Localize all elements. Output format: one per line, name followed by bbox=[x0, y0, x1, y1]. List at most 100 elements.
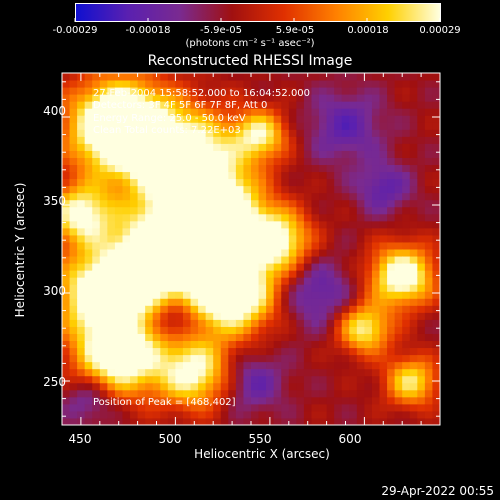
heatmap-cell bbox=[69, 249, 78, 257]
heatmap-cell bbox=[152, 340, 161, 349]
heatmap-cell bbox=[402, 227, 411, 236]
heatmap-cell bbox=[251, 150, 260, 158]
heatmap-cell bbox=[220, 277, 229, 285]
heatmap-cell bbox=[394, 417, 403, 426]
heatmap-cell bbox=[62, 164, 71, 173]
heatmap-cell bbox=[145, 361, 154, 370]
heatmap-cell bbox=[213, 192, 222, 201]
heatmap-cell bbox=[394, 375, 403, 384]
heatmap-cell bbox=[371, 122, 381, 130]
heatmap-cell bbox=[341, 368, 350, 377]
heatmap-cell bbox=[364, 136, 373, 144]
heatmap-cell bbox=[288, 199, 297, 208]
heatmap-cell bbox=[190, 234, 199, 243]
heatmap-cell bbox=[92, 291, 101, 299]
heatmap-cell bbox=[77, 101, 86, 109]
heatmap-cell bbox=[409, 206, 418, 215]
heatmap-cell bbox=[107, 410, 116, 419]
heatmap-cell bbox=[364, 213, 373, 222]
heatmap-cell bbox=[92, 108, 101, 116]
heatmap-cell bbox=[356, 256, 365, 264]
heatmap-cell bbox=[130, 368, 139, 377]
heatmap-cell bbox=[356, 94, 365, 102]
heatmap-cell bbox=[243, 256, 252, 264]
heatmap-cell bbox=[288, 326, 297, 334]
heatmap-cell bbox=[114, 312, 123, 320]
heatmap-cell bbox=[387, 417, 396, 426]
heatmap-cell bbox=[311, 284, 320, 292]
heatmap-cell bbox=[99, 192, 108, 201]
heatmap-cell bbox=[273, 122, 282, 130]
heatmap-cell bbox=[417, 87, 426, 95]
heatmap-cell bbox=[160, 312, 169, 320]
heatmap-cell bbox=[182, 333, 192, 342]
heatmap-cell bbox=[84, 319, 93, 327]
heatmap-cell bbox=[122, 192, 131, 201]
heatmap-cell bbox=[69, 143, 78, 151]
heatmap-cell bbox=[394, 291, 403, 299]
heatmap-cell bbox=[122, 277, 131, 285]
heatmap-cell bbox=[394, 178, 403, 187]
heatmap-cell bbox=[243, 178, 252, 187]
heatmap-cell bbox=[99, 129, 108, 137]
heatmap-cell bbox=[137, 227, 146, 236]
heatmap-cell bbox=[311, 108, 320, 116]
heatmap-cell bbox=[122, 108, 131, 116]
heatmap-cell bbox=[432, 213, 441, 222]
heatmap-cell bbox=[107, 108, 116, 116]
heatmap-cell bbox=[281, 122, 290, 130]
heatmap-cell bbox=[122, 157, 131, 166]
heatmap-cell bbox=[281, 199, 290, 208]
heatmap-cell bbox=[394, 227, 403, 236]
heatmap-cell bbox=[364, 227, 373, 236]
heatmap-cell bbox=[349, 101, 358, 109]
heatmap-cell bbox=[190, 164, 199, 173]
heatmap-cell bbox=[182, 241, 192, 250]
heatmap-cell bbox=[258, 94, 267, 102]
heatmap-cell bbox=[122, 213, 131, 222]
heatmap-cell bbox=[266, 361, 275, 370]
heatmap-cell bbox=[182, 143, 192, 151]
heatmap-cell bbox=[198, 312, 207, 320]
heatmap-cell bbox=[417, 277, 426, 285]
heatmap-cell bbox=[77, 150, 86, 158]
heatmap-cell bbox=[258, 136, 267, 144]
heatmap-cell bbox=[107, 319, 116, 327]
heatmap-cell bbox=[288, 340, 297, 349]
heatmap-cell bbox=[205, 80, 214, 88]
heatmap-cell bbox=[273, 333, 282, 342]
heatmap-cell bbox=[235, 249, 244, 257]
heatmap-cell bbox=[69, 410, 78, 419]
heatmap-cell bbox=[198, 115, 207, 123]
heatmap-cell bbox=[409, 368, 418, 377]
heatmap-cell bbox=[213, 220, 222, 229]
heatmap-cell bbox=[394, 108, 403, 116]
heatmap-cell bbox=[394, 284, 403, 292]
heatmap-cell bbox=[417, 312, 426, 320]
heatmap-cell bbox=[220, 361, 229, 370]
heatmap-cell bbox=[228, 206, 237, 215]
heatmap-cell bbox=[145, 291, 154, 299]
heatmap-cell bbox=[137, 277, 146, 285]
heatmap-cell bbox=[228, 319, 237, 327]
heatmap-cell bbox=[394, 305, 403, 313]
heatmap-cell bbox=[417, 108, 426, 116]
heatmap-cell bbox=[303, 361, 312, 370]
heatmap-cell bbox=[402, 164, 411, 173]
heatmap-cell bbox=[356, 101, 365, 109]
heatmap-cell bbox=[62, 375, 71, 384]
heatmap-cell bbox=[69, 403, 78, 412]
heatmap-cell bbox=[228, 115, 237, 123]
heatmap-cell bbox=[137, 136, 146, 144]
heatmap-cell bbox=[107, 164, 116, 173]
heatmap-cell bbox=[432, 101, 441, 109]
heatmap-cell bbox=[251, 199, 260, 208]
heatmap-cell bbox=[122, 340, 131, 349]
heatmap-cell bbox=[281, 340, 290, 349]
heatmap-cell bbox=[243, 298, 252, 306]
heatmap-cell bbox=[288, 157, 297, 166]
heatmap-cell bbox=[243, 396, 252, 405]
heatmap-cell bbox=[258, 389, 267, 398]
heatmap-cell bbox=[311, 410, 320, 419]
heatmap-cell bbox=[371, 136, 381, 144]
